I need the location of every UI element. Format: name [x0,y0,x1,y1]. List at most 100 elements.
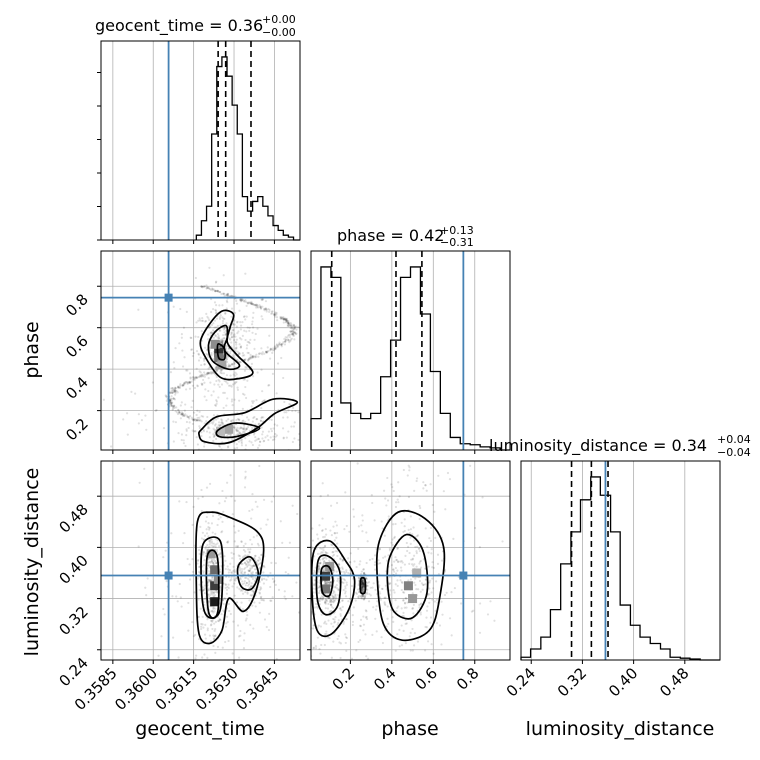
scatter-luminosity-distance-vs-phase-point [339,642,343,645]
scatter-luminosity-distance-vs-phase-point [362,598,365,601]
scatter-luminosity-distance-vs-phase-point [327,619,330,622]
scatter-luminosity-distance-vs-geocent-time-point [287,556,290,559]
scatter-luminosity-distance-vs-phase-contour-5 [359,576,367,595]
scatter-luminosity-distance-vs-phase-point [317,568,321,571]
scatter-luminosity-distance-vs-phase-point [318,567,321,570]
scatter-luminosity-distance-vs-geocent-time-point [240,588,243,591]
scatter-luminosity-distance-vs-geocent-time-point [243,568,246,571]
scatter-phase-vs-geocent-time-point [240,440,243,443]
scatter-luminosity-distance-vs-phase-point [313,606,316,609]
scatter-phase-vs-geocent-time-point [172,305,175,308]
scatter-luminosity-distance-vs-phase-point [380,587,384,590]
scatter-phase-vs-geocent-time-point [183,382,186,385]
scatter-luminosity-distance-vs-phase-point [361,530,364,533]
scatter-luminosity-distance-vs-phase-point [325,598,328,602]
scatter-luminosity-distance-vs-geocent-time-point [200,627,203,631]
scatter-phase-vs-geocent-time-point [265,350,268,353]
scatter-luminosity-distance-vs-phase-point [361,594,365,597]
scatter-phase-vs-geocent-time-point [180,413,184,416]
hist-phase-frame [310,250,511,451]
scatter-phase-vs-geocent-time-point [218,329,221,332]
scatter-luminosity-distance-vs-phase-point [331,554,334,558]
scatter-phase-vs-geocent-time-point [179,413,183,416]
scatter-luminosity-distance-vs-phase-point [409,542,412,545]
scatter-luminosity-distance-vs-phase-point [486,613,490,616]
scatter-luminosity-distance-vs-geocent-time-point [206,546,210,549]
scatter-phase-vs-geocent-time-point [283,343,287,346]
scatter-luminosity-distance-vs-phase-point [408,466,411,469]
scatter-luminosity-distance-vs-geocent-time-point [270,599,273,602]
scatter-luminosity-distance-vs-phase-point [332,640,335,643]
scatter-luminosity-distance-vs-phase-point [314,647,318,650]
scatter-luminosity-distance-vs-phase-point [395,558,398,561]
scatter-luminosity-distance-vs-phase-point [320,613,323,616]
scatter-phase-vs-geocent-time-point [189,336,192,339]
scatter-phase-vs-geocent-time-point [208,366,211,369]
scatter-phase-vs-geocent-time-point [206,286,209,289]
scatter-luminosity-distance-vs-phase-point [437,572,440,576]
scatter-phase-vs-geocent-time-point [145,428,148,431]
scatter-luminosity-distance-vs-geocent-time-point [224,567,227,571]
scatter-luminosity-distance-vs-phase-point [398,628,401,631]
scatter-phase-vs-geocent-time-point [260,307,263,310]
scatter-luminosity-distance-vs-phase-point [360,595,363,598]
panel-geocent-time-histogram [97,40,301,244]
scatter-luminosity-distance-vs-geocent-time-point [187,601,190,605]
scatter-luminosity-distance-vs-phase-point [426,640,430,643]
scatter-phase-vs-geocent-time-point [249,353,252,356]
scatter-phase-vs-geocent-time-point [246,344,249,347]
scatter-luminosity-distance-vs-phase-point [361,585,364,588]
scatter-phase-vs-geocent-time-point [294,331,297,335]
scatter-luminosity-distance-vs-geocent-time-point [250,543,254,546]
scatter-luminosity-distance-vs-geocent-time-point [211,610,214,613]
scatter-phase-vs-geocent-time-point [193,430,196,433]
scatter-luminosity-distance-vs-phase-contours [311,509,446,642]
scatter-phase-vs-geocent-time-point [238,418,241,421]
scatter-luminosity-distance-vs-geocent-time-point [204,520,208,523]
scatter-phase-vs-geocent-time-point [238,337,242,340]
scatter-luminosity-distance-vs-phase-point [394,599,397,602]
scatter-luminosity-distance-vs-geocent-time-point [249,594,252,597]
scatter-phase-vs-geocent-time-point [174,391,177,395]
scatter-luminosity-distance-vs-geocent-time-point [253,568,257,571]
scatter-luminosity-distance-vs-phase-point [443,593,447,597]
scatter-phase-vs-geocent-time-point [290,323,293,326]
scatter-luminosity-distance-vs-phase-point [326,636,329,639]
scatter-phase-vs-geocent-time-point [201,317,204,320]
scatter-phase-vs-geocent-time-point [197,335,200,339]
scatter-phase-vs-geocent-time-point [280,343,283,346]
scatter-phase-vs-geocent-time-point [238,351,241,355]
scatter-luminosity-distance-vs-phase-point [360,585,363,588]
scatter-luminosity-distance-vs-geocent-time-point [212,563,215,566]
scatter-luminosity-distance-vs-phase-point [402,629,405,633]
scatter-luminosity-distance-vs-phase-point [402,591,406,594]
scatter-phase-vs-geocent-time-point [220,372,224,375]
scatter-phase-vs-geocent-time-point [284,317,287,320]
scatter-phase-vs-geocent-time-point [221,421,224,424]
scatter-phase-vs-geocent-time-point [186,369,189,372]
scatter-luminosity-distance-vs-geocent-time-point [202,588,206,591]
scatter-luminosity-distance-vs-geocent-time-point [225,622,228,625]
scatter-phase-vs-geocent-time-point [203,363,206,366]
scatter-phase-vs-geocent-time-point [197,418,200,422]
scatter-phase-vs-geocent-time-point [227,347,230,351]
scatter-phase-vs-geocent-time-point [290,329,294,332]
scatter-luminosity-distance-vs-phase-point [319,552,322,555]
scatter-phase-vs-geocent-time-point [289,324,293,327]
scatter-phase-vs-geocent-time-point [273,423,276,426]
scatter-luminosity-distance-vs-phase-point [319,561,322,564]
scatter-luminosity-distance-vs-phase-point [362,580,365,583]
scatter-phase-vs-geocent-time-point [195,413,198,417]
scatter-luminosity-distance-vs-phase-point [407,579,410,582]
scatter-luminosity-distance-vs-geocent-time-point [248,599,251,602]
scatter-luminosity-distance-vs-phase-point [343,528,346,531]
scatter-luminosity-distance-vs-geocent-time-point [232,569,235,573]
scatter-phase-vs-geocent-time-point [234,374,237,377]
scatter-phase-vs-geocent-time-point [231,363,234,366]
scatter-luminosity-distance-vs-geocent-time-point [211,619,214,622]
scatter-luminosity-distance-vs-phase-point [365,561,368,565]
scatter-luminosity-distance-vs-geocent-time-point [206,543,209,547]
scatter-phase-vs-geocent-time-point [292,333,295,336]
scatter-phase-vs-geocent-time-points [102,266,300,450]
scatter-phase-vs-geocent-time-point [192,352,195,355]
